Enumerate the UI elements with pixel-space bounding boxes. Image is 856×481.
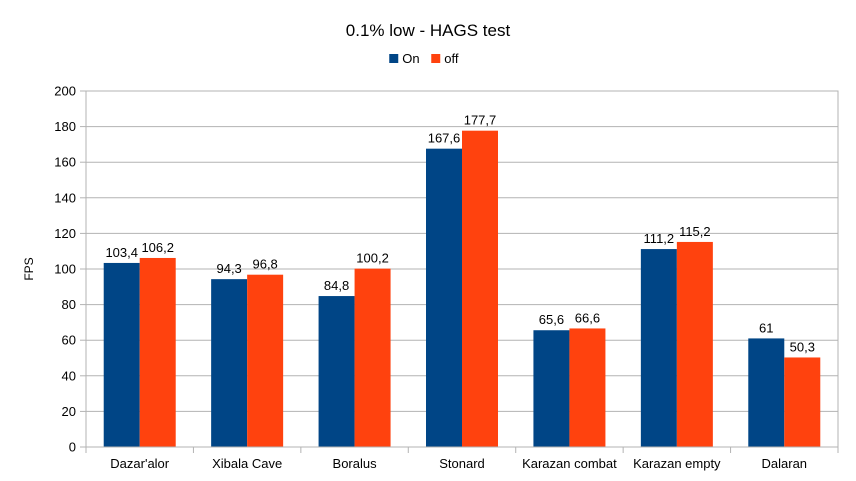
legend-label: off [444,51,459,66]
data-label: 106,2 [141,240,174,255]
data-label: 96,8 [252,257,277,272]
bar-on [748,338,785,447]
chart-title: 0.1% low - HAGS test [346,21,511,40]
data-label: 167,6 [428,131,461,146]
data-label: 111,2 [644,231,675,246]
y-axis-ticks: 0 20 40 60 80 100 120 140 160 180 200 [54,84,86,455]
data-label: 100,2 [356,251,389,266]
y-axis-title: FPS [22,257,36,280]
x-tick-label: Karazan empty [633,456,721,471]
x-tick-label: Xibala Cave [212,456,282,471]
x-tick-label: Stonard [439,456,485,471]
legend: On off [389,51,459,66]
bar-off [462,130,498,447]
bars [103,130,821,447]
bar-off [139,257,176,447]
x-tick-label: Karazan combat [522,456,617,471]
y-tick-label: 80 [62,297,76,312]
y-tick-label: 100 [54,262,76,277]
bar-on [103,262,140,447]
data-label: 84,8 [324,278,349,293]
y-tick-label: 140 [54,190,76,205]
x-tick-label: Boralus [333,456,378,471]
data-label: 115,2 [679,224,711,239]
y-tick-label: 0 [69,440,76,455]
y-tick-label: 20 [62,404,76,419]
y-tick-label: 200 [54,84,76,99]
data-label: 94,3 [216,261,241,276]
y-tick-label: 160 [54,155,76,170]
plot-area-frame [85,90,839,448]
bar-off [247,274,284,447]
bar-on [533,330,570,447]
bar-off [784,357,821,447]
y-tick-label: 60 [62,333,76,348]
bar-on [640,249,677,447]
x-tick-label: Dazar'alor [110,456,170,471]
data-label: 103,4 [105,245,138,260]
data-label: 50,3 [790,339,815,354]
y-tick-label: 40 [62,368,76,383]
data-label: 65,6 [539,312,564,327]
y-tick-label: 180 [54,119,76,134]
y-tick-label: 120 [54,226,76,241]
bar-off [354,268,391,447]
bar-on [211,279,248,447]
bar-on [426,148,462,447]
data-label: 66,6 [575,310,600,325]
data-label: 177,7 [464,113,497,128]
bar-off [676,241,713,447]
legend-label: On [402,51,419,66]
bar-off [569,328,606,447]
bar-on [318,296,355,447]
data-label: 61 [759,320,773,335]
x-tick-label: Dalaran [762,456,808,471]
x-axis-ticks: Dazar'alor Xibala Cave Boralus Stonard Karaz… [85,447,839,471]
legend-swatch [389,54,399,63]
legend-swatch [431,54,441,63]
